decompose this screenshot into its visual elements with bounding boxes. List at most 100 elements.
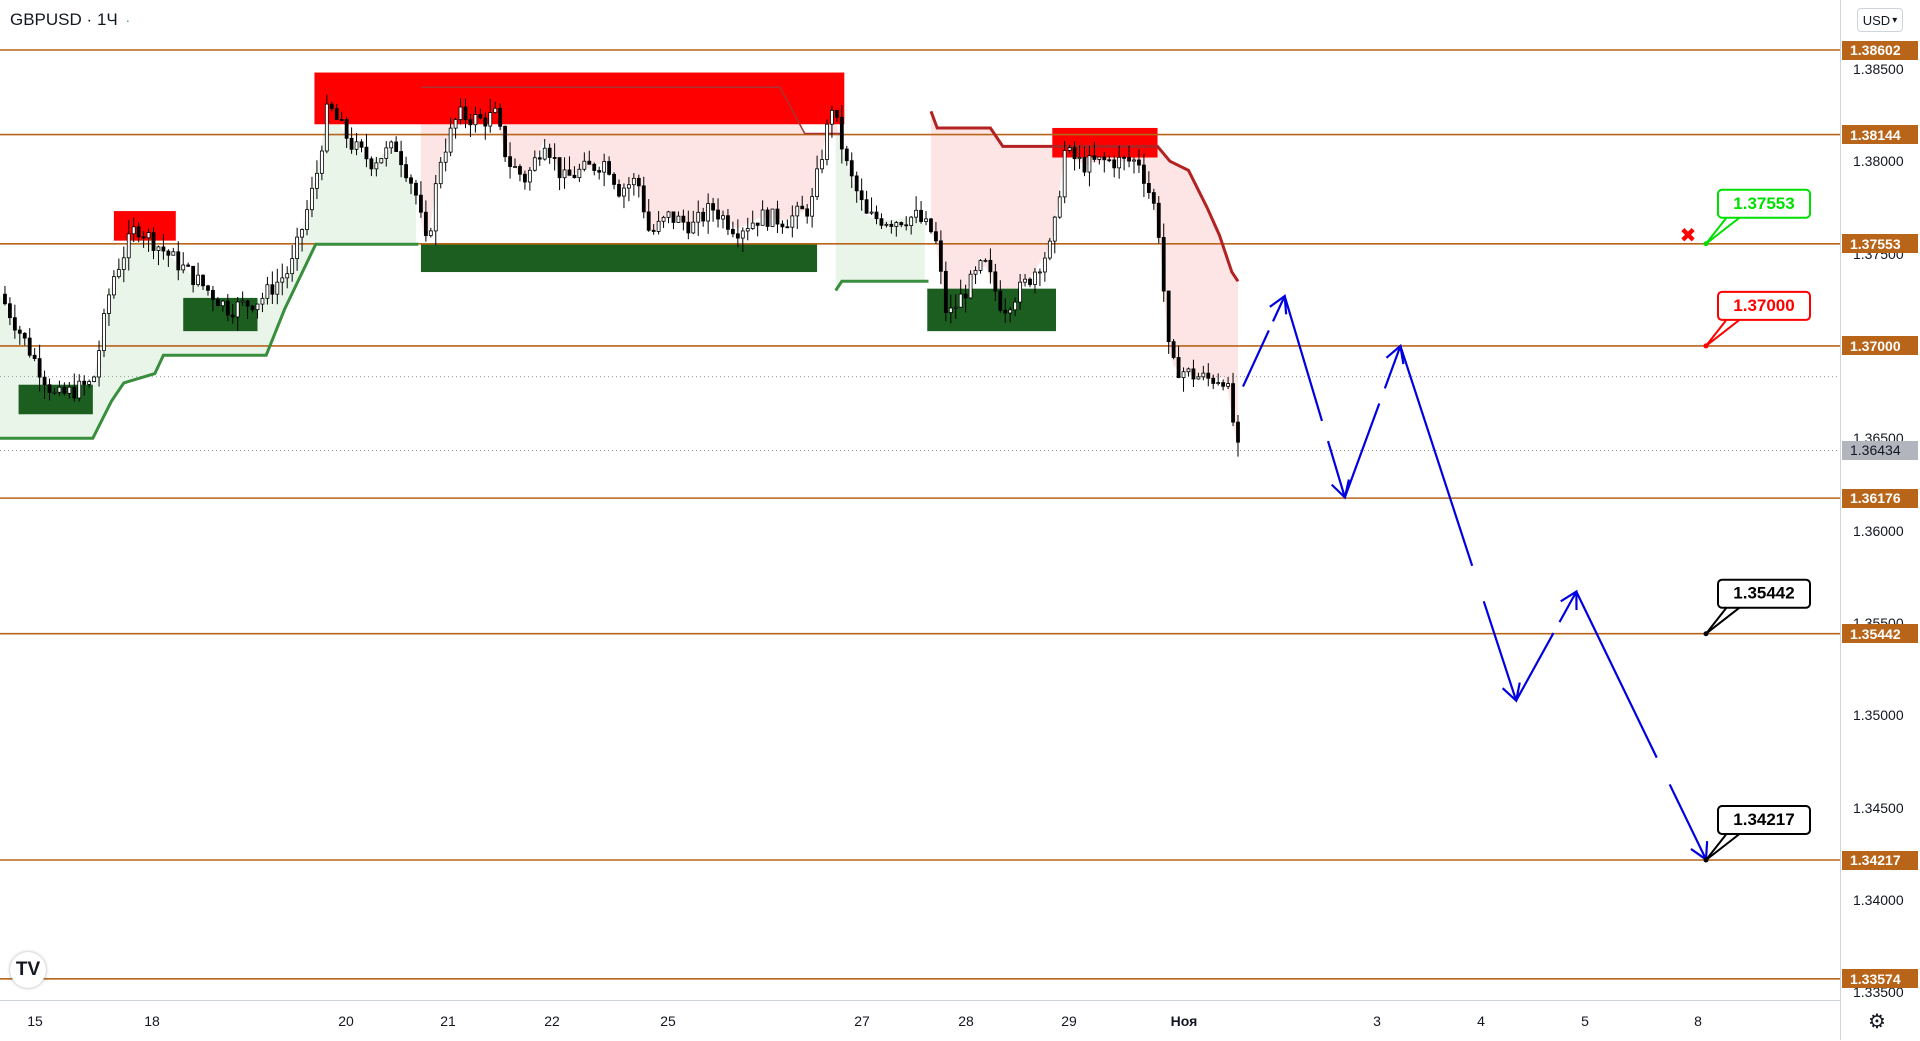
- trailing-stop-lines: [0, 86, 1240, 440]
- callout-pointer: [1705, 214, 1745, 245]
- candle-body: [42, 376, 47, 386]
- candle-body: [364, 146, 369, 160]
- tradingview-logo-icon[interactable]: TV: [10, 952, 46, 988]
- candle-body: [1038, 271, 1042, 274]
- symbol-title[interactable]: GBPUSD · 1Ч ·: [10, 10, 130, 30]
- horizontal-levels[interactable]: [0, 49, 1840, 980]
- candle-body: [300, 229, 304, 238]
- forecast-path[interactable]: [1242, 294, 1709, 862]
- candle: [42, 370, 47, 399]
- candle-body: [726, 215, 730, 230]
- level-label-5[interactable]: 1.35442: [1842, 624, 1918, 644]
- candle-body: [934, 231, 938, 242]
- candle-body: [82, 380, 87, 385]
- candle: [92, 375, 96, 383]
- candle: [1176, 345, 1181, 379]
- candle-body: [686, 221, 691, 234]
- forecast-leg-3-b[interactable]: [1383, 345, 1402, 389]
- level-label-0[interactable]: 1.38602: [1842, 40, 1918, 60]
- current-price-label[interactable]: 1.36434: [1842, 440, 1918, 460]
- candle: [973, 266, 978, 284]
- candle-body: [617, 184, 621, 197]
- forecast-leg-6[interactable]: [1575, 591, 1658, 759]
- candle: [126, 220, 131, 271]
- forecast-leg-6-b[interactable]: [1668, 783, 1707, 860]
- forecast-leg-4[interactable]: [1399, 345, 1474, 567]
- level-label-6[interactable]: 1.34217: [1842, 850, 1918, 870]
- candle-body: [87, 381, 92, 385]
- candle-body: [131, 226, 136, 235]
- candle-body: [260, 297, 265, 305]
- candle-body: [622, 187, 626, 197]
- candle-body: [156, 246, 161, 251]
- price-axis[interactable]: 1.33500 1.34000 1.34500 1.35000 1.35500 1.360…: [1840, 0, 1920, 1040]
- candle: [374, 156, 379, 177]
- candle: [602, 153, 607, 187]
- gear-icon[interactable]: ⚙: [1868, 1011, 1886, 1033]
- level-label-3[interactable]: 1.37000: [1842, 336, 1918, 356]
- candle: [389, 140, 394, 154]
- price-callout-0[interactable]: 1.37553: [1703, 188, 1811, 247]
- forecast-leg-1-b[interactable]: [1272, 295, 1286, 322]
- price-callout-3[interactable]: 1.34217: [1703, 805, 1811, 863]
- candle: [453, 117, 458, 139]
- trend-shade-2: [420, 87, 842, 244]
- price-callout-2[interactable]: 1.35442: [1703, 578, 1811, 637]
- candle: [310, 176, 314, 218]
- candle: [656, 211, 661, 235]
- candle-body: [681, 215, 686, 223]
- candle: [478, 108, 483, 120]
- time-axis[interactable]: ⚙ 15 18 20 21 22 25 27 28 29 Ноя 3 4 5 8: [0, 1000, 1886, 1041]
- forecast-leg-1[interactable]: [1242, 329, 1270, 388]
- candle: [1062, 141, 1067, 204]
- candle: [364, 134, 369, 168]
- price-tick-7: 1.34500: [1853, 799, 1904, 816]
- forecast-leg-2-b[interactable]: [1326, 440, 1346, 498]
- candle-body: [32, 354, 37, 359]
- candle-body: [849, 160, 854, 177]
- candle-body: [319, 150, 324, 174]
- candle-body: [453, 119, 458, 129]
- level-label-4[interactable]: 1.36176: [1842, 488, 1918, 508]
- candle-body: [1132, 159, 1136, 162]
- forecast-leg-3[interactable]: [1343, 403, 1381, 498]
- candle-body: [215, 299, 220, 307]
- price-tick-9: 1.33500: [1853, 984, 1904, 1001]
- candle-body: [1023, 278, 1027, 283]
- candle-body: [295, 236, 300, 259]
- candle: [735, 219, 740, 248]
- forecast-leg-5-b[interactable]: [1558, 591, 1578, 623]
- candle: [518, 164, 522, 182]
- candle: [215, 297, 220, 307]
- level-label-1[interactable]: 1.38144: [1842, 125, 1918, 145]
- candle-body: [745, 228, 750, 232]
- forecast-leg-2[interactable]: [1283, 295, 1324, 422]
- candle: [617, 179, 621, 198]
- price-tick-6: 1.35000: [1853, 707, 1904, 724]
- forecast-leg-5[interactable]: [1515, 632, 1555, 702]
- candle-body: [121, 257, 126, 270]
- currency-selector[interactable]: USD ▾: [1857, 8, 1903, 32]
- candle: [1146, 171, 1151, 199]
- callout-box: [1717, 188, 1811, 219]
- level-label-7[interactable]: 1.33574: [1842, 969, 1918, 989]
- candle-body: [839, 116, 844, 150]
- candle: [537, 150, 542, 166]
- candle: [359, 139, 364, 153]
- candle-body: [607, 161, 611, 175]
- price-callout-1[interactable]: 1.37000: [1703, 290, 1811, 349]
- close-icon[interactable]: ✖: [1680, 223, 1697, 247]
- chart-area[interactable]: 1.37553 1.37000 1.35442 1.34217 ✖ GBPUSD · 1…: [0, 0, 1840, 1000]
- trail-resistance-line-2: [929, 110, 1240, 283]
- date-tick-12: 5: [1581, 1013, 1589, 1029]
- level-label-2[interactable]: 1.37553: [1842, 234, 1918, 254]
- candle-body: [1171, 341, 1176, 358]
- candle: [503, 125, 508, 162]
- price-callouts[interactable]: 1.37553 1.37000 1.35442 1.34217 ✖: [1680, 188, 1811, 863]
- candle: [443, 138, 448, 172]
- candle: [919, 200, 923, 224]
- candle: [953, 294, 958, 319]
- forecast-leg-4-b[interactable]: [1482, 600, 1518, 701]
- candle: [498, 103, 503, 130]
- price-chart[interactable]: 1.37553 1.37000 1.35442 1.34217 ✖: [0, 0, 1840, 1000]
